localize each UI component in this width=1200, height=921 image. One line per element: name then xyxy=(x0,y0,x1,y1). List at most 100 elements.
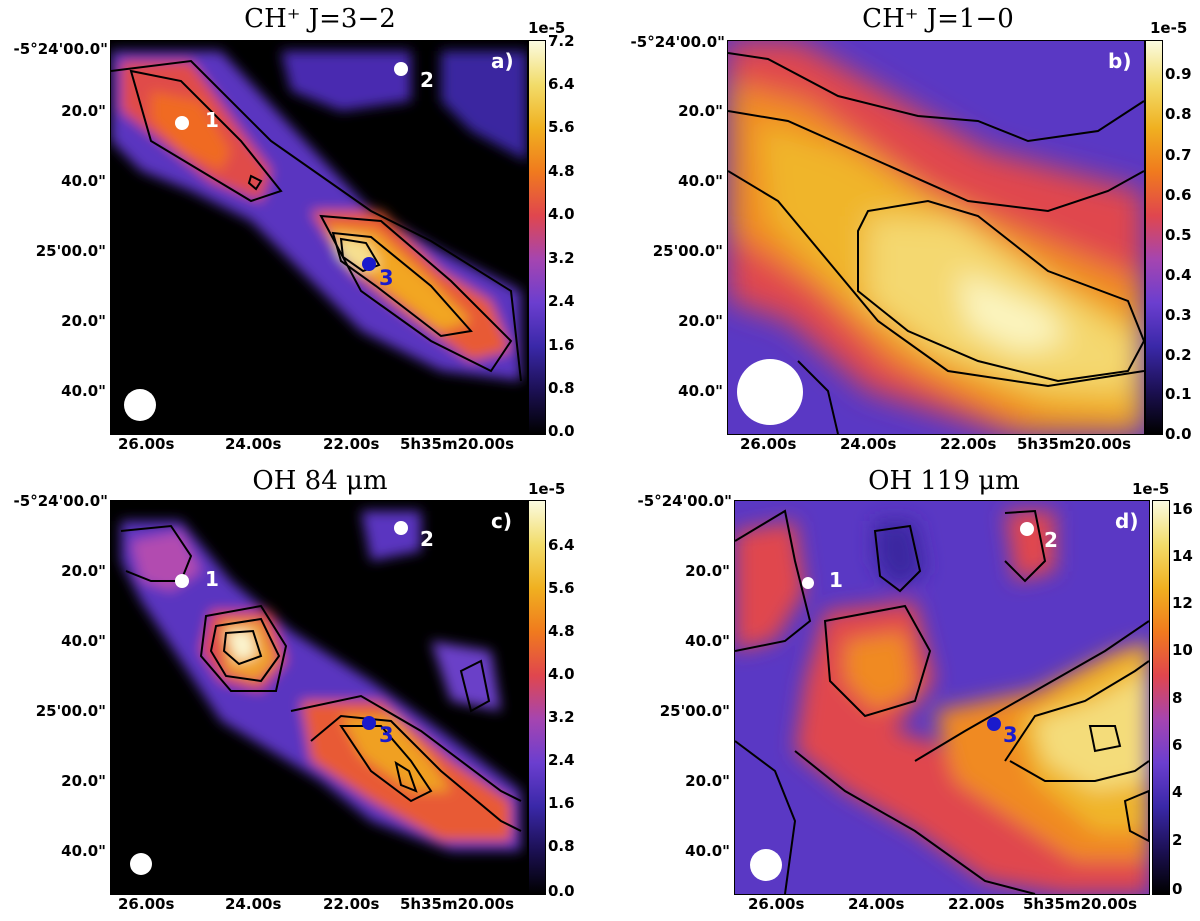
panel-c-source-2 xyxy=(394,521,408,535)
panel-a-ytick: 20.0" xyxy=(61,312,106,330)
panel-b-ytick: 40.0" xyxy=(678,172,723,190)
panel-c-source-3-label: 3 xyxy=(379,723,394,747)
panel-d-colorbar-tick: 4 xyxy=(1172,783,1183,801)
panel-c-ytick: 40.0" xyxy=(61,842,106,860)
panel-d-source-3 xyxy=(987,717,1001,731)
panel-b-ytick: 40.0" xyxy=(678,382,723,400)
panel-a-ytick: 40.0" xyxy=(61,382,106,400)
panel-b-xtick: 24.00s xyxy=(840,435,897,453)
panel-a-source-1-label: 1 xyxy=(205,108,219,132)
panel-d-xtick: 26.00s xyxy=(748,895,805,913)
panel-c-colorbar-tick: 1.6 xyxy=(548,794,575,812)
panel-c-xtick: 24.00s xyxy=(225,895,282,913)
panel-b-colorbar-tick: 0.5 xyxy=(1165,226,1192,244)
panel-c-source-1 xyxy=(175,574,189,588)
panel-b-colorbar-tick: 0.6 xyxy=(1165,186,1192,204)
panel-a-colorbar-tick: 1.6 xyxy=(548,336,575,354)
panel-d-colorbar-tick: 8 xyxy=(1172,689,1183,707)
panel-b-colorbar-tick: 0.4 xyxy=(1165,266,1192,284)
panel-c-colorbar-tick: 3.2 xyxy=(548,708,575,726)
panel-d-source-3-label: 3 xyxy=(1003,723,1018,747)
panel-d-ytick: 40.0" xyxy=(685,842,730,860)
panel-b-label: b) xyxy=(1108,49,1132,73)
panel-b-xtick: 22.00s xyxy=(940,435,997,453)
panel-c-xtick: 5h35m20.00s xyxy=(400,895,514,913)
panel-b-beam xyxy=(737,359,803,425)
panel-c-colorbar-tick: 4.8 xyxy=(548,622,575,640)
panel-d-colorbar xyxy=(1152,500,1170,895)
panel-a-xtick: 26.00s xyxy=(118,435,175,453)
panel-d-ytick: 25'00.0" xyxy=(659,702,730,720)
panel-d-colorbar-tick: 14 xyxy=(1172,547,1193,565)
panel-c-ytick: 20.0" xyxy=(61,562,106,580)
panel-a-ytick: 40.0" xyxy=(61,172,106,190)
panel-a-xtick: 5h35m20.00s xyxy=(400,435,514,453)
panel-d-source-2-label: 2 xyxy=(1044,528,1058,552)
panel-d-colorbar-exponent: 1e-5 xyxy=(1132,480,1170,498)
panel-d-xtick: 5h35m20.00s xyxy=(1023,895,1137,913)
panel-a-source-2-label: 2 xyxy=(420,68,434,92)
panel-b-colorbar-tick: 0.1 xyxy=(1165,385,1192,403)
panel-d-source-1 xyxy=(802,577,814,589)
panel-d-image xyxy=(735,501,1149,894)
panel-a-colorbar xyxy=(528,40,546,435)
panel-a-source-3-label: 3 xyxy=(379,266,394,290)
panel-d-xtick: 24.00s xyxy=(848,895,905,913)
panel-b-map: b) xyxy=(727,40,1145,435)
panel-b-colorbar-tick: 0.3 xyxy=(1165,306,1192,324)
panel-a-colorbar-tick: 0.8 xyxy=(548,379,575,397)
panel-a-source-1 xyxy=(175,116,189,130)
panel-c-colorbar xyxy=(528,500,546,895)
panel-c-ytick: -5°24'00.0" xyxy=(13,492,108,510)
panel-b-title: CH⁺ J=1−0 xyxy=(862,4,1014,34)
panel-c-ytick: 25'00.0" xyxy=(35,702,106,720)
panel-a-colorbar-exponent: 1e-5 xyxy=(528,19,566,37)
panel-c-label: c) xyxy=(491,509,512,533)
panel-d-ytick: -5°24'00.0" xyxy=(637,492,732,510)
panel-b-xtick: 5h35m20.00s xyxy=(1017,435,1131,453)
panel-b-colorbar-tick: 0.0 xyxy=(1165,425,1192,443)
panel-a-colorbar-tick: 7.2 xyxy=(548,32,575,50)
panel-d-colorbar-tick: 0 xyxy=(1172,880,1183,898)
panel-a-colorbar-tick: 3.2 xyxy=(548,249,575,267)
panel-a-colorbar-tick: 4.0 xyxy=(548,205,575,223)
panel-c-colorbar-tick: 4.0 xyxy=(548,665,575,683)
panel-a-xtick: 24.00s xyxy=(225,435,282,453)
panel-a-colorbar-tick: 6.4 xyxy=(548,75,575,93)
panel-a-colorbar-tick: 4.8 xyxy=(548,162,575,180)
panel-c-source-3 xyxy=(362,716,376,730)
panel-b-colorbar-exponent: 1e-5 xyxy=(1150,19,1188,37)
panel-c-colorbar-tick: 0.8 xyxy=(548,837,575,855)
panel-c-xtick: 22.00s xyxy=(323,895,380,913)
panel-d-ytick: 20.0" xyxy=(685,772,730,790)
panel-c-map: 1 2 3 c) xyxy=(110,500,528,895)
panel-b-ytick: -5°24'00.0" xyxy=(630,33,725,51)
panel-a-ytick: -5°24'00.0" xyxy=(13,40,108,58)
panel-a-ytick: 25'00.0" xyxy=(35,242,106,260)
panel-d-colorbar-tick: 16 xyxy=(1172,500,1193,518)
panel-a-source-2 xyxy=(394,62,408,76)
panel-a-label: a) xyxy=(491,49,514,73)
panel-a-image xyxy=(111,41,527,434)
panel-d-colorbar-tick: 2 xyxy=(1172,831,1183,849)
panel-c-xtick: 26.00s xyxy=(118,895,175,913)
panel-d-beam xyxy=(750,849,782,881)
panel-b-xtick: 26.00s xyxy=(740,435,797,453)
panel-a-xtick: 22.00s xyxy=(323,435,380,453)
panel-c-colorbar-tick: 6.4 xyxy=(548,536,575,554)
panel-d-ytick: 40.0" xyxy=(685,632,730,650)
panel-b-colorbar-tick: 0.9 xyxy=(1165,65,1192,83)
panel-c-source-2-label: 2 xyxy=(420,527,434,551)
panel-c-beam xyxy=(130,853,152,875)
panel-b-ytick: 20.0" xyxy=(678,102,723,120)
panel-b-colorbar-tick: 0.2 xyxy=(1165,346,1192,364)
panel-c-ytick: 40.0" xyxy=(61,632,106,650)
panel-a-ytick: 20.0" xyxy=(61,102,106,120)
panel-a-title: CH⁺ J=3−2 xyxy=(244,4,396,34)
panel-d-source-2 xyxy=(1020,522,1034,536)
panel-b-ytick: 25'00.0" xyxy=(652,242,723,260)
panel-d-source-1-label: 1 xyxy=(829,568,843,592)
panel-b-colorbar-tick: 0.8 xyxy=(1165,105,1192,123)
panel-d-map: 1 2 3 d) xyxy=(734,500,1150,895)
panel-d-colorbar-tick: 10 xyxy=(1172,641,1193,659)
